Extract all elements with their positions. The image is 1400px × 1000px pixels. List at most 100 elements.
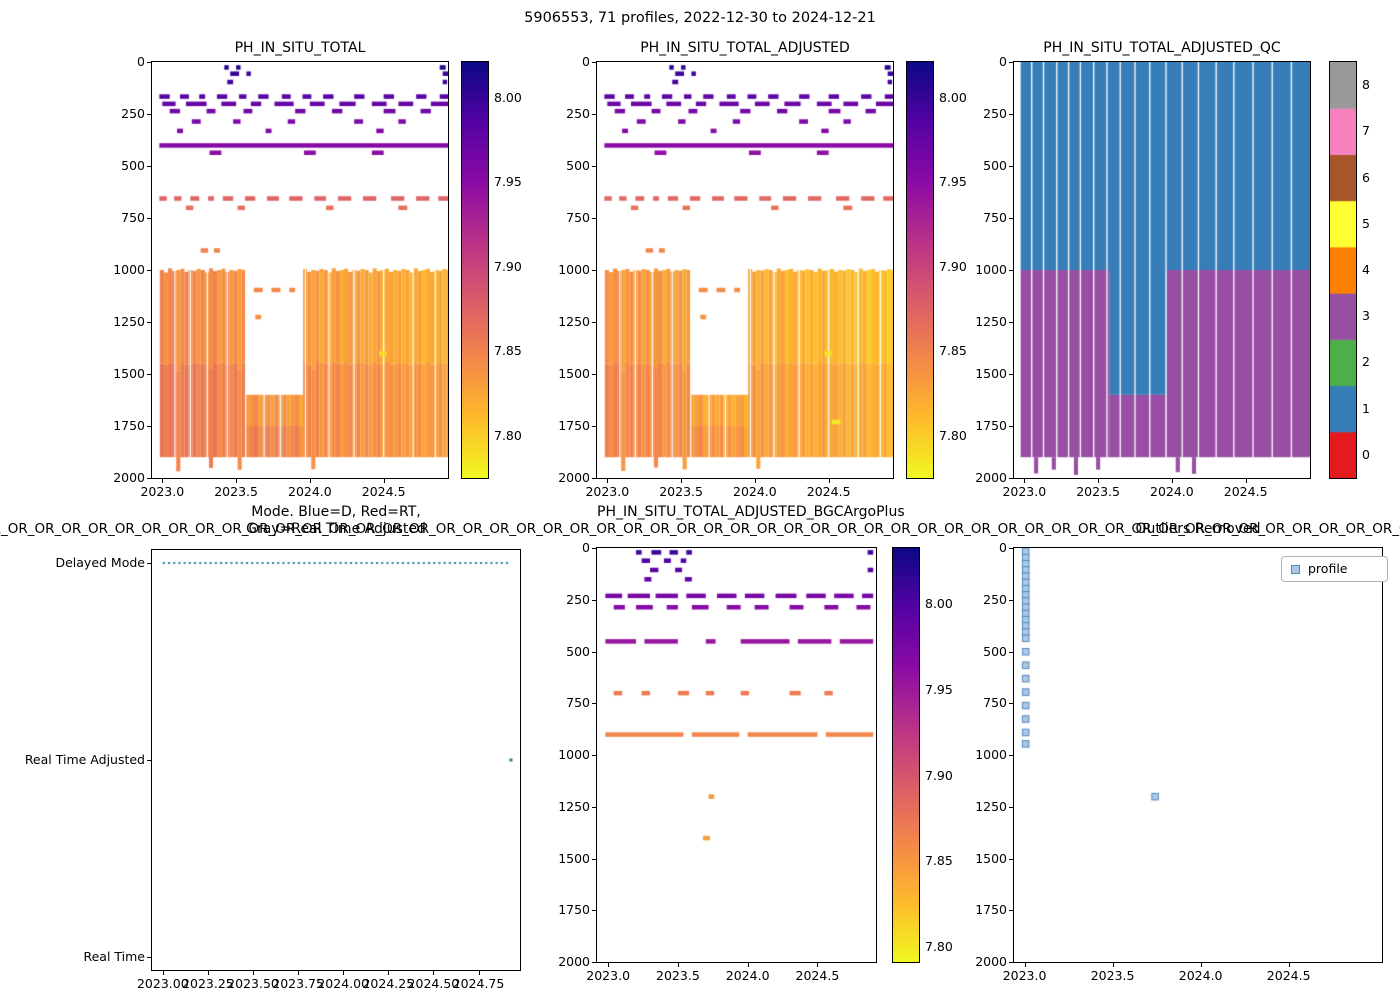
y-tick-label: 2000 xyxy=(975,954,1007,969)
colorbar-tick-label: 8.00 xyxy=(925,596,953,612)
x-tick-mark xyxy=(1200,963,1202,967)
y-tick-label: 1000 xyxy=(975,747,1007,762)
y-tick-label: 1750 xyxy=(975,418,1007,433)
x-tick-mark xyxy=(1112,963,1114,967)
x-tick-mark xyxy=(478,971,480,975)
y-tick-label: 1250 xyxy=(558,314,590,329)
colorbar-tick-label: 8.00 xyxy=(939,89,967,105)
y-tick-mark xyxy=(592,806,596,808)
x-tick-label: 2024.5 xyxy=(806,484,851,499)
x-tick-mark xyxy=(298,971,300,975)
x-tick-mark xyxy=(747,963,749,967)
y-tick-label: 500 xyxy=(566,643,590,659)
x-tick-label: 2024.0 xyxy=(725,968,770,983)
colorbar-tick-label: 2 xyxy=(1362,354,1370,370)
y-tick-label: 2000 xyxy=(558,954,590,969)
x-tick-mark xyxy=(1098,479,1100,483)
plasma-colorbar xyxy=(907,62,933,478)
x-tick-label: 2024.0 xyxy=(1178,968,1223,983)
y-tick-label: 1250 xyxy=(558,798,590,814)
y-tick-mark xyxy=(592,270,596,271)
mode-category-label: Real Time xyxy=(83,948,145,964)
profile-marker-icon xyxy=(1291,564,1300,574)
colorbar-ph-total xyxy=(461,61,489,479)
x-tick-label: 2023.00 xyxy=(136,976,189,991)
x-tick-mark xyxy=(1245,479,1247,483)
y-tick-mark xyxy=(1009,62,1013,63)
y-tick-mark xyxy=(1009,910,1013,912)
y-tick-label: 500 xyxy=(566,158,590,173)
x-tick-label: 2024.5 xyxy=(1266,968,1311,983)
y-tick-mark xyxy=(147,114,151,115)
y-tick-label: 1750 xyxy=(975,902,1007,918)
y-tick-label: 1250 xyxy=(975,798,1007,814)
x-tick-mark xyxy=(817,963,819,967)
y-tick-label: 750 xyxy=(566,695,590,711)
y-tick-label: 250 xyxy=(983,591,1007,607)
x-tick-label: 2023.5 xyxy=(1090,968,1135,983)
profile-legend: profile xyxy=(1281,556,1388,582)
y-tick-mark xyxy=(1009,114,1013,115)
y-tick-mark xyxy=(592,166,596,167)
colorbar-tick-label: 7.95 xyxy=(939,174,967,190)
plasma-colorbar xyxy=(462,62,488,478)
y-tick-mark xyxy=(1009,599,1013,601)
x-tick-mark xyxy=(207,971,209,975)
x-tick-label: 2023.50 xyxy=(227,976,279,991)
y-tick-label: 750 xyxy=(566,210,590,225)
y-tick-label: 1750 xyxy=(558,418,590,433)
y-tick-mark xyxy=(592,426,596,427)
y-tick-mark xyxy=(147,322,151,323)
y-tick-mark xyxy=(1009,755,1013,756)
colorbar-tick-label: 7.85 xyxy=(494,343,522,359)
y-tick-label: 250 xyxy=(983,106,1007,121)
ph-total-heatmap xyxy=(152,62,448,478)
x-tick-mark xyxy=(677,963,679,967)
y-tick-mark xyxy=(592,858,596,860)
colorbar-tick-label: 7.85 xyxy=(939,343,967,359)
mode-category-label: Real Time Adjusted xyxy=(24,752,145,767)
y-tick-mark xyxy=(1009,806,1013,808)
x-tick-mark xyxy=(607,479,609,483)
subplot-title-outliers: Outliers Removed xyxy=(1135,521,1261,537)
y-tick-mark xyxy=(147,62,151,63)
colorbar-tick-label: 8.00 xyxy=(494,89,522,105)
subplot-title-mode-line2: Gray=Real Time Adjusted xyxy=(246,521,426,537)
figure-title: 5906553, 71 profiles, 2022-12-30 to 2024… xyxy=(524,10,876,26)
x-tick-mark xyxy=(162,479,164,483)
y-tick-label: 500 xyxy=(983,158,1007,173)
x-tick-label: 2023.75 xyxy=(272,976,324,991)
x-tick-label: 2024.00 xyxy=(317,976,370,991)
x-tick-mark xyxy=(1171,479,1173,483)
x-tick-mark xyxy=(1024,963,1026,967)
y-tick-label: 0 xyxy=(582,540,590,555)
profile-legend-label: profile xyxy=(1308,561,1348,576)
x-tick-mark xyxy=(828,479,830,483)
y-tick-label: 0 xyxy=(582,54,590,69)
x-tick-mark xyxy=(383,479,385,483)
axes-mode xyxy=(151,549,521,971)
mode-plot xyxy=(152,550,520,970)
colorbar-tick-label: 1 xyxy=(1362,400,1370,416)
x-tick-label: 2023.5 xyxy=(656,968,700,983)
y-tick-mark xyxy=(147,956,151,958)
y-tick-label: 1500 xyxy=(558,366,590,381)
x-tick-label: 2024.0 xyxy=(288,484,332,499)
subplot-title-ph-total: PH_IN_SITU_TOTAL xyxy=(234,40,366,56)
axes-bgc xyxy=(596,547,877,963)
colorbar-tick-label: 7.95 xyxy=(925,681,953,697)
colorbar-tick-label: 7.90 xyxy=(939,258,967,274)
y-tick-label: 250 xyxy=(566,106,590,121)
x-tick-label: 2023.0 xyxy=(140,484,185,499)
colorbar-tick-label: 7.95 xyxy=(494,174,522,190)
x-tick-mark xyxy=(388,971,390,975)
x-tick-mark xyxy=(754,479,756,483)
or-overflow-text: OR_OR_OR_OR_OR_OR_OR_OR_OR_OR_OR_OR_OR_O… xyxy=(0,521,1400,537)
y-tick-label: 1750 xyxy=(113,418,145,433)
plasma-colorbar xyxy=(893,548,919,962)
colorbar-tick-label: 7.90 xyxy=(925,767,953,783)
colorbar-tick-label: 3 xyxy=(1362,308,1370,324)
x-tick-label: 2024.5 xyxy=(1223,484,1268,499)
y-tick-label: 0 xyxy=(999,54,1007,69)
y-tick-label: 1500 xyxy=(558,850,590,866)
